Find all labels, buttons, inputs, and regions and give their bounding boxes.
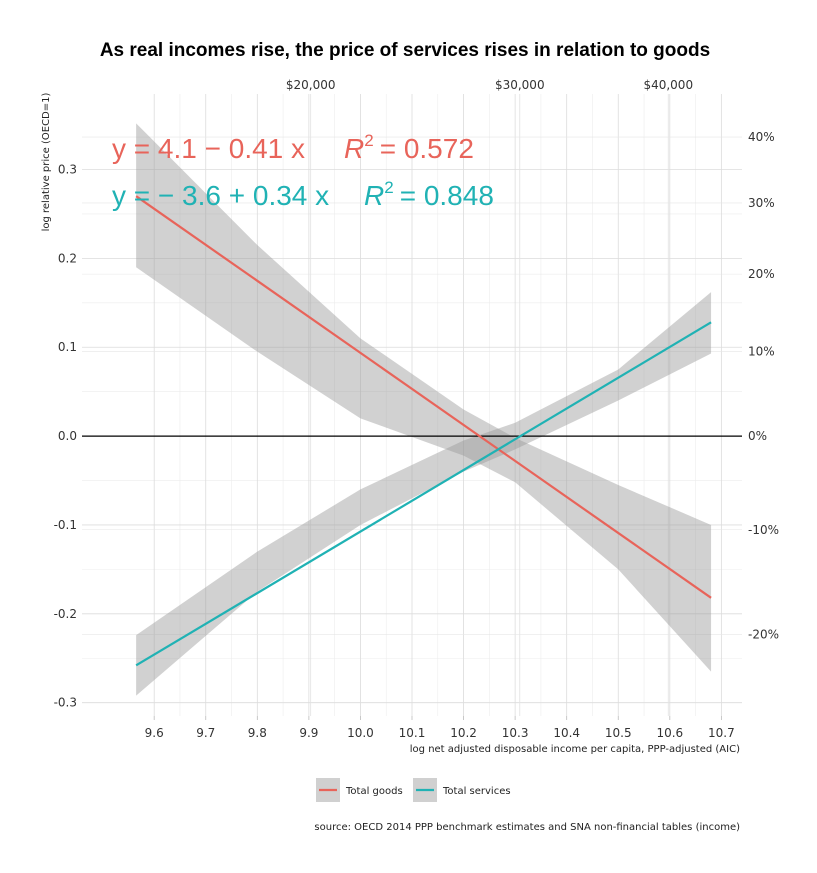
x-tick-label: 10.2 xyxy=(450,726,477,740)
x-tick-label: 9.7 xyxy=(196,726,215,740)
top-tick-label: $20,000 xyxy=(286,78,336,92)
x-axis-label: log net adjusted disposable income per c… xyxy=(410,744,740,755)
y-tick-label: -0.2 xyxy=(54,607,77,621)
x-tick-label: 10.0 xyxy=(347,726,374,740)
x-tick-label: 10.7 xyxy=(708,726,735,740)
right-tick-label: 20% xyxy=(748,267,775,281)
x-tick-label: 10.1 xyxy=(399,726,426,740)
grid xyxy=(82,94,742,716)
equation-services: y = − 3.6 + 0.34 x xyxy=(112,180,329,211)
x-tick-label: 9.6 xyxy=(145,726,164,740)
y-tick-label: -0.3 xyxy=(54,696,77,710)
regression-lines xyxy=(135,195,712,667)
y-tick-label: 0.0 xyxy=(58,429,77,443)
x-tick-label: 10.3 xyxy=(502,726,529,740)
top-tick-label: $30,000 xyxy=(495,78,545,92)
r2-label: R2 = 0.572 xyxy=(344,131,474,164)
top-tick-label: $40,000 xyxy=(643,78,693,92)
right-tick-label: 30% xyxy=(748,196,775,210)
chart-title: As real incomes rise, the price of servi… xyxy=(100,40,710,61)
y-ticks: 0.3 0.2 0.1 0.0 -0.1 -0.2 -0.3 xyxy=(54,163,77,710)
y-tick-label: -0.1 xyxy=(54,518,77,532)
right-tick-label: 0% xyxy=(748,429,767,443)
source-note: source: OECD 2014 PPP benchmark estimate… xyxy=(314,822,740,833)
x-tick-label: 10.5 xyxy=(605,726,632,740)
equation-goods: y = 4.1 − 0.41 x xyxy=(112,133,305,164)
right-tick-label: -20% xyxy=(748,627,779,641)
legend-label-services: Total services xyxy=(442,786,511,797)
right-tick-label: 40% xyxy=(748,130,775,144)
top-ticks: $20,000 $30,000 $40,000 xyxy=(286,78,693,92)
right-ticks: 40% 30% 20% 10% 0% -10% -20% xyxy=(748,130,779,641)
y-tick-label: 0.1 xyxy=(58,340,77,354)
y-axis-label: log relative price (OECD=1) xyxy=(41,93,52,232)
x-tick-label: 10.4 xyxy=(553,726,580,740)
right-tick-label: -10% xyxy=(748,523,779,537)
legend-label-goods: Total goods xyxy=(345,786,403,797)
x-tick-label: 9.9 xyxy=(299,726,318,740)
right-tick-label: 10% xyxy=(748,344,775,358)
x-tick-label: 9.8 xyxy=(248,726,267,740)
line-goods xyxy=(135,195,712,599)
line-services xyxy=(135,321,712,667)
equations: y = 4.1 − 0.41 x R2 = 0.572 y = − 3.6 + 0.3… xyxy=(112,131,494,211)
y-tick-label: 0.2 xyxy=(58,251,77,265)
y-tick-label: 0.3 xyxy=(58,163,77,177)
r2-label: R2 = 0.848 xyxy=(364,178,494,211)
legend: Total goods Total services xyxy=(316,778,511,802)
x-tick-label: 10.6 xyxy=(656,726,683,740)
x-ticks: 9.6 9.7 9.8 9.9 10.0 10.1 10.2 10.3 10.4 10.5 10.6… xyxy=(145,716,735,740)
